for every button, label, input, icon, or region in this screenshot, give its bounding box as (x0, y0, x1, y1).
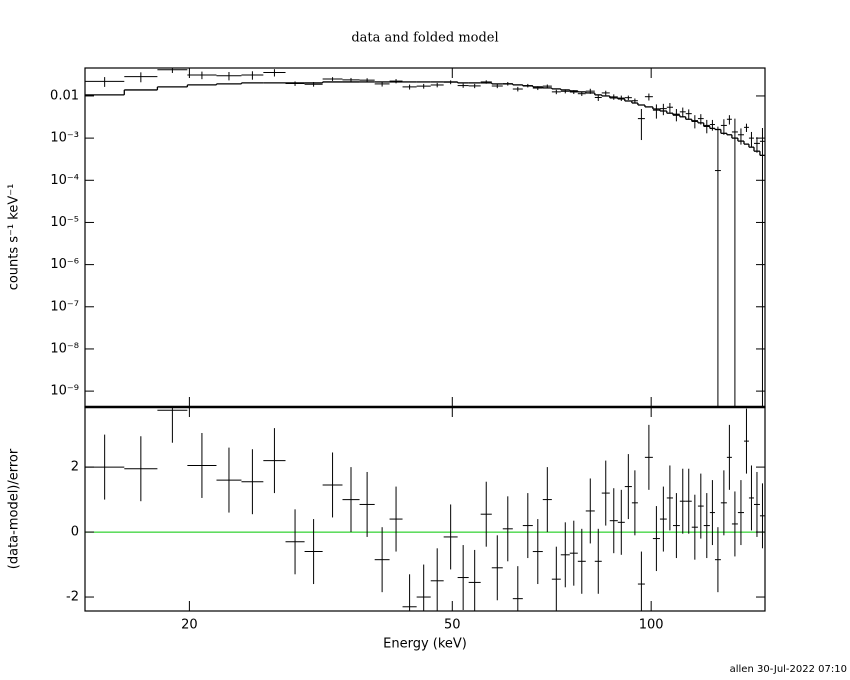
x-tick-label: 100 (639, 618, 664, 633)
y-tick-label: -2 (66, 590, 79, 605)
y-tick-label: 10⁻⁷ (50, 299, 79, 314)
y-tick-label: 0 (71, 525, 79, 540)
y-axis-title: counts s⁻¹ keV⁻¹ (7, 184, 22, 291)
x-tick-label: 20 (181, 618, 198, 633)
y-tick-label: 2 (71, 460, 79, 475)
y-tick-label: 0.01 (50, 88, 79, 103)
y-tick-label: 10⁻⁵ (50, 215, 79, 230)
y-axis-title: (data-model)/error (7, 448, 22, 569)
plot-area (85, 68, 765, 407)
plot-area (85, 407, 765, 611)
y-tick-label: 10⁻³ (50, 131, 79, 146)
y-tick-label: 10⁻⁸ (50, 341, 79, 356)
x-axis-title: Energy (keV) (383, 637, 467, 652)
chart-title: data and folded model (351, 31, 498, 46)
y-tick-label: 10⁻⁶ (50, 257, 79, 272)
y-tick-label: 10⁻⁹ (50, 384, 79, 399)
y-tick-label: 10⁻⁴ (50, 173, 79, 188)
x-tick-label: 50 (444, 618, 461, 633)
footer: allen 30-Jul-2022 07:10 (730, 664, 847, 675)
